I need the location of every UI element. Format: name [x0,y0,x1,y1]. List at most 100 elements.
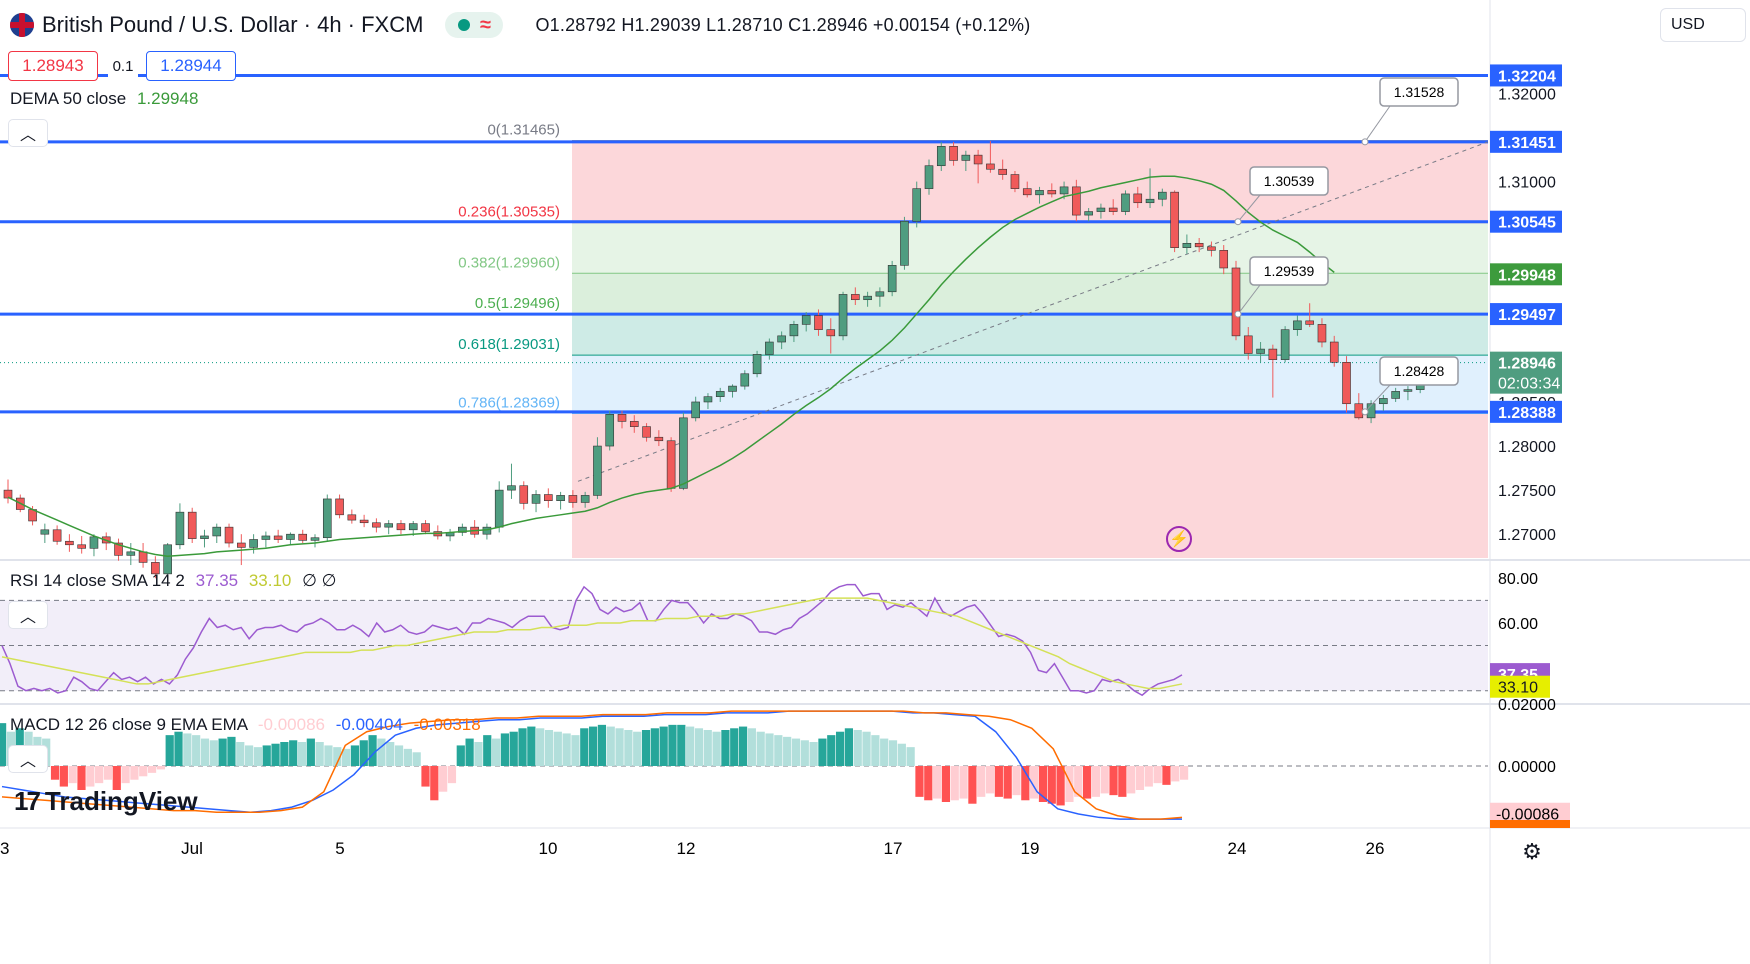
macd-histogram-bar [633,731,642,766]
macd-histogram-bar [297,742,307,766]
macd-histogram-bar [218,738,227,766]
candle-body [875,291,885,297]
market-status-pill[interactable]: ≈ [445,12,504,38]
candle-body [924,165,934,189]
candle-body [1293,320,1302,330]
macd-signal-value: -0.00318 [413,715,481,734]
callout-pointer [1364,384,1391,413]
macd-histogram-bar [430,766,439,801]
macd-legend[interactable]: MACD 12 26 close 9 EMA EMA -0.00086 -0.0… [10,715,481,735]
macd-histogram-bar [1180,766,1189,780]
macd-histogram-bar [562,733,571,766]
candle-body [1305,320,1314,325]
fib-level-label: 0.618(1.29031) [458,336,560,353]
macd-histogram-bar [888,740,898,766]
macd-histogram-bar [668,724,677,766]
macd-histogram-bar [853,730,862,766]
candle-body [237,542,246,548]
macd-histogram-bar [333,747,342,766]
macd-hist-tag [1490,802,1570,825]
rsi-legend[interactable]: RSI 14 close SMA 14 2 37.35 33.10 ∅ ∅ [10,571,336,591]
macd-histogram-bar [1127,766,1136,794]
candle-body [1059,186,1069,195]
fib-level-label: 0.5(1.29496) [475,295,560,312]
candle-body [900,220,909,266]
fib-zone [572,413,1488,558]
buy-price-button[interactable]: 1.28944 [146,51,236,81]
candle-body [556,495,565,502]
price-tag-label: 1.28388 [1498,405,1556,422]
macd-histogram-bar [1100,766,1109,794]
settings-gear-icon[interactable]: ⚙ [1522,839,1542,864]
candle-body [580,495,590,503]
candle-body [715,391,725,397]
candle-body [298,533,308,541]
candle-body [40,529,50,535]
macd-histogram-bar [994,766,1003,797]
price-tick-label: 1.28000 [1498,439,1556,456]
tradingview-logo[interactable]: 17 TradingView [14,786,198,817]
collapse-macd-button[interactable]: ︿ [8,745,48,773]
macd-histogram-bar [483,735,492,766]
price-tag-label: 1.31451 [1498,135,1556,152]
fib-zone [572,222,1488,274]
candle-body [1317,324,1327,343]
macd-histogram-bar [491,738,501,766]
candle-body [359,519,369,524]
price-tick-label: 1.32000 [1498,86,1556,103]
callout-anchor [1234,310,1242,318]
candle-body [593,445,602,496]
macd-histogram-bar [174,731,183,766]
macd-histogram-bar [350,745,360,766]
macd-histogram-bar [1038,766,1048,802]
candle-body [286,533,295,540]
candle-body [1145,198,1155,204]
candle-body [322,498,332,539]
candle-body [52,529,62,542]
macd-histogram-bar [59,766,68,787]
macd-histogram-bar [571,735,580,766]
candle-body [408,523,418,531]
macd-tick-label: 0.00000 [1498,759,1556,776]
macd-histogram-bar [474,742,483,766]
dema-legend[interactable]: DEMA 50 close 1.29948 [10,89,198,109]
macd-histogram-bar [880,738,889,766]
macd-histogram-bar [377,738,386,766]
macd-histogram-bar [1153,766,1162,784]
macd-histogram-bar [165,735,174,766]
candle-body [494,489,504,528]
candle-body [187,511,197,539]
macd-histogram-bar [509,731,518,766]
symbol-title[interactable]: British Pound / U.S. Dollar · 4h · FXCM [42,12,424,37]
lightning-icon[interactable]: ⚡ [1166,526,1192,552]
candle-body [458,526,467,533]
candle-body [1108,207,1118,212]
price-tag-label: 1.32204 [1498,68,1556,85]
collapse-indicators-button[interactable]: ︿ [8,119,48,147]
macd-histogram-bar [280,742,289,766]
macd-histogram-bar [686,726,695,766]
x-axis-label: 3 [0,839,9,858]
sell-price-button[interactable]: 1.28943 [8,51,98,81]
macd-histogram-bar [183,733,192,766]
candle-body [65,540,74,546]
macd-histogram-bar [915,766,924,797]
collapse-rsi-button[interactable]: ︿ [8,601,48,629]
candle-body [421,523,430,532]
currency-selector[interactable]: USD [1660,8,1746,42]
macd-hist-value: -0.00086 [257,715,326,734]
macd-histogram-bar [924,766,933,801]
macd-histogram-bar [1047,766,1056,804]
callout-pointer [1237,284,1261,315]
macd-histogram-bar [271,743,280,766]
candle-body [973,154,983,165]
wave-icon: ≈ [479,14,491,36]
macd-histogram-bar [624,730,633,766]
macd-histogram-bar [703,730,712,766]
macd-histogram-bar [1021,766,1030,801]
price-tag [1490,303,1562,326]
fib-level-label: 0.382(1.29960) [458,254,560,271]
price-tag [1490,130,1562,153]
candle-body [1207,246,1216,251]
